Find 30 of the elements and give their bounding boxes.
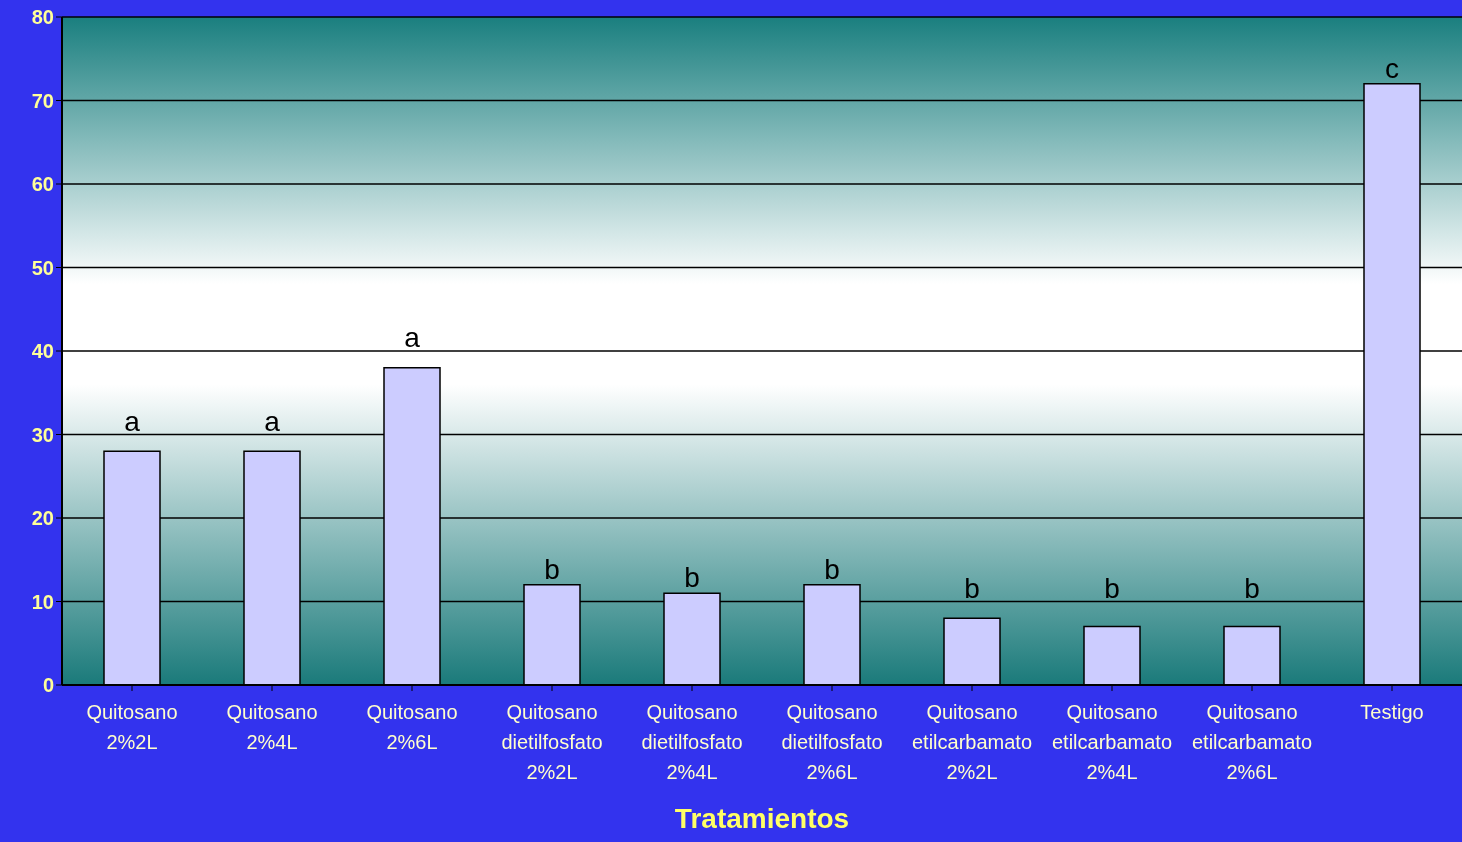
annotation: b — [544, 553, 560, 585]
annotation: a — [404, 322, 421, 353]
x-tick-label: Testigo — [1360, 701, 1424, 723]
annotation: b — [684, 562, 700, 594]
y-tick-label: 70 — [31, 89, 54, 112]
annotation: a — [124, 405, 141, 437]
x-tick-label: Quitosano dietilfosfato 2%4L — [641, 701, 743, 783]
annotation: b — [964, 572, 980, 604]
y-tick-label: 80 — [31, 6, 54, 29]
y-tick-label: 10 — [31, 590, 54, 613]
x-tick-label: Quitosano dietilfosfato 2%2L — [501, 701, 603, 783]
annotation: c — [1385, 52, 1399, 84]
y-tick-label: 0 — [42, 674, 54, 697]
y-tick-label: 30 — [31, 423, 54, 446]
annotation: b — [1244, 572, 1260, 604]
y-tick-label: 50 — [31, 256, 54, 279]
y-tick-label: 60 — [31, 173, 54, 196]
x-tick-label: Quitosano etilcarbamato 2%4L — [1051, 701, 1173, 783]
x-tick-label: Quitosano dietilfosfato 2%6L — [781, 701, 883, 783]
annotation: b — [824, 553, 840, 585]
annotation: a — [264, 405, 281, 437]
x-tick-label: Quitosano etilcarbamato 2%2L — [911, 701, 1033, 783]
y-tick-label: 40 — [31, 340, 54, 363]
x-tick-label: Quitosano 2%6L — [366, 701, 458, 753]
x-axis-title: Tratamientos — [674, 803, 850, 834]
y-tick-label: 20 — [31, 507, 54, 530]
annotation: b — [1104, 572, 1120, 604]
x-tick-label: Quitosano etilcarbamato 2%6L — [1191, 701, 1313, 783]
x-tick-label: Quitosano 2%2L — [86, 701, 178, 753]
x-tick-label: Quitosano 2%4L — [226, 701, 318, 753]
